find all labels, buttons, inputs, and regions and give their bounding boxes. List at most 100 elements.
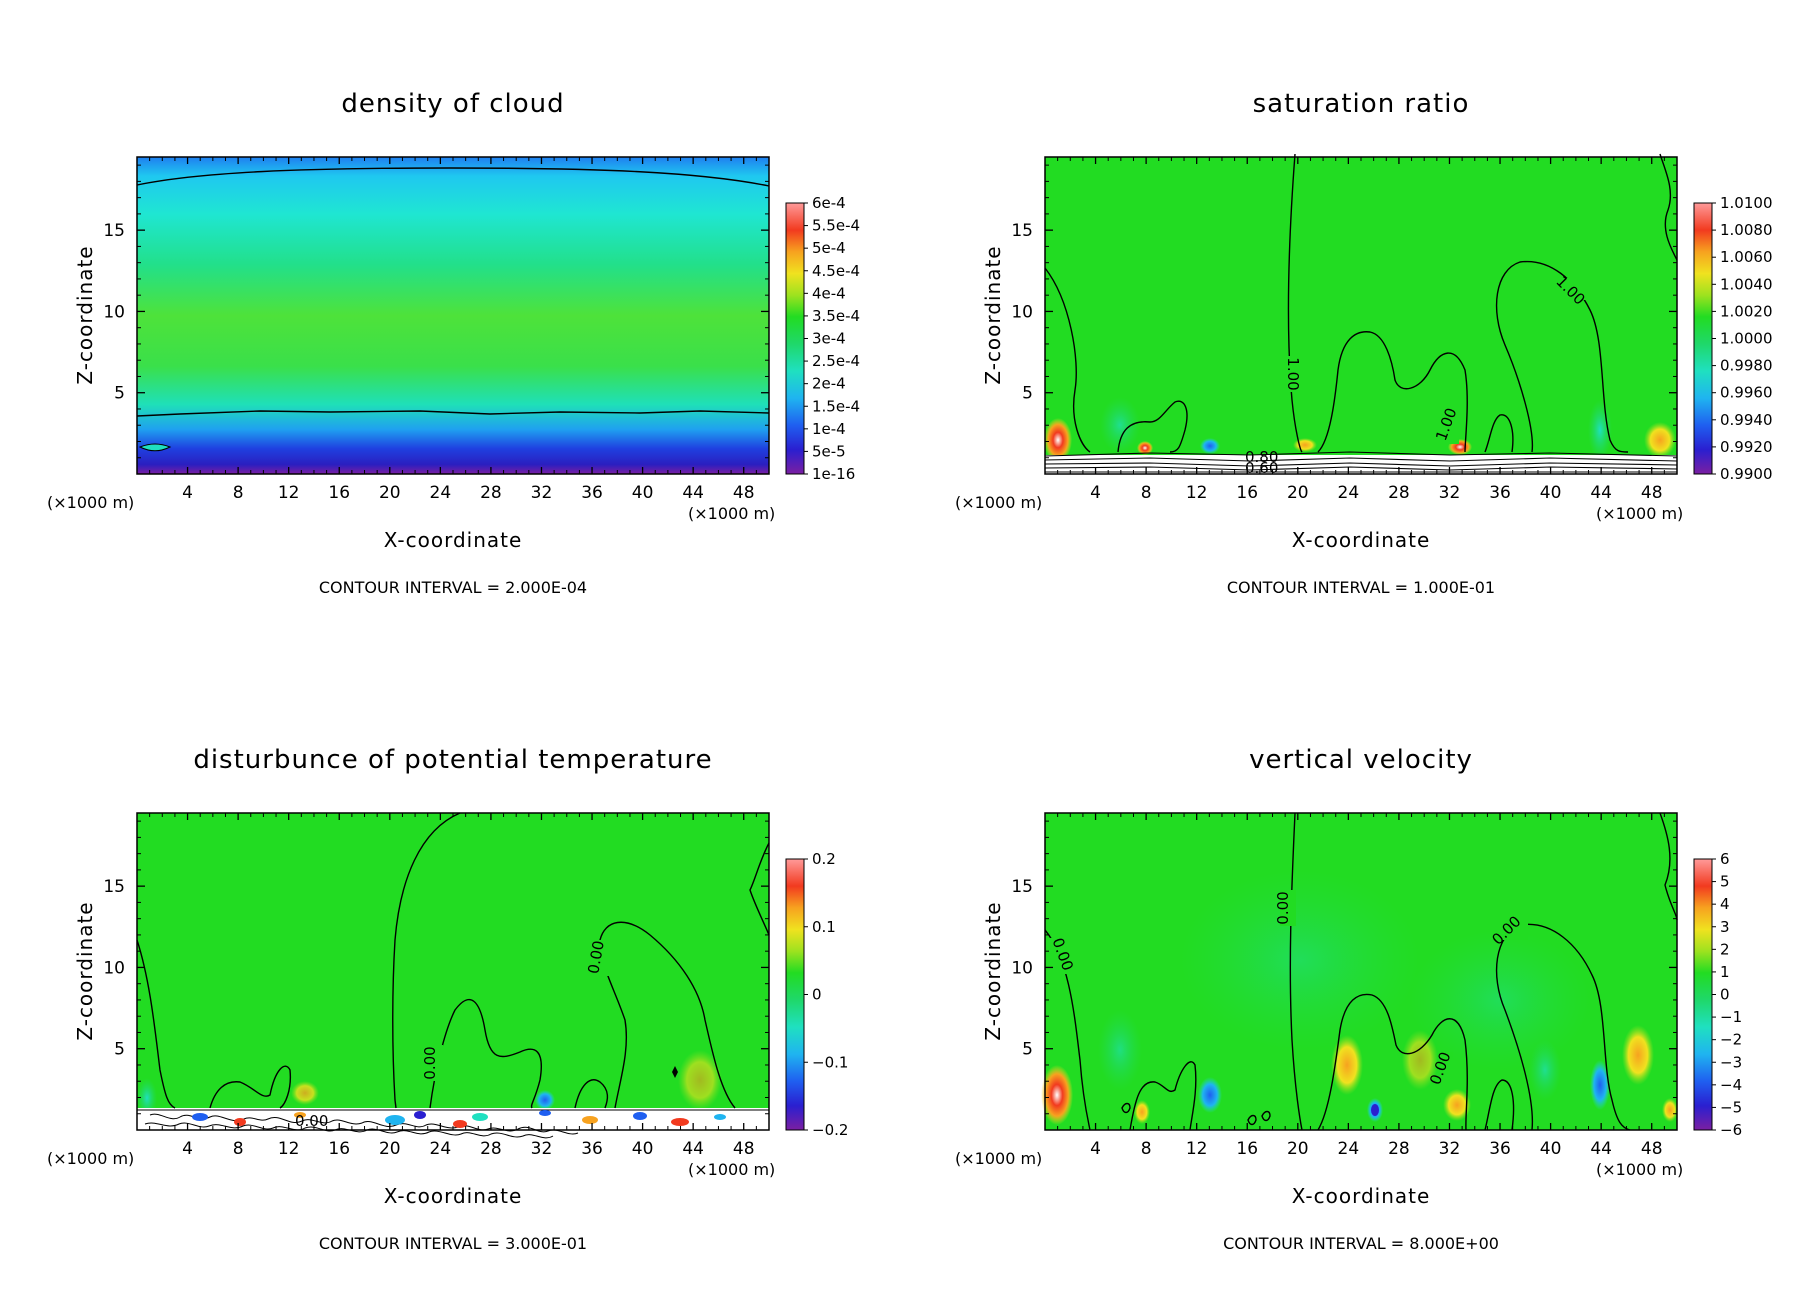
colorbar-label: 5e-5 [812,442,846,460]
panel-4-colorbar: 6 5 4 3 2 1 0 −1 −2 −3 −4 −5 −6 [1693,850,1742,1139]
panel-2-x-unit-right: (×1000 m) [1596,504,1683,523]
x-tick-label: 16 [1236,1139,1258,1159]
panel-4-title: vertical velocity [1249,745,1473,775]
y-tick-label: 15 [103,877,125,897]
contour-label-bg [1443,408,1459,444]
x-tick-label: 20 [379,1139,401,1159]
colorbar-label: 1e-4 [812,420,846,438]
panel-1-y-ticks: 5 10 15 [103,164,769,459]
colorbar-label: 0.9900 [1720,465,1773,483]
x-tick-label: 20 [1287,1139,1309,1159]
colorbar-label: 0.9920 [1720,438,1773,456]
panel-2-x-ticks: 4 8 12 16 20 24 28 32 36 40 44 48 [1057,157,1665,503]
x-tick-label: 36 [1489,1139,1511,1159]
contour-label: 0.80 [1245,448,1278,466]
x-tick-label: 24 [430,483,452,503]
panel-1-x-ticks: 4 8 12 16 20 24 28 32 36 40 44 48 [149,157,757,503]
panel-potential-temperature: disturbunce of potential temperature [47,745,848,1253]
x-tick-label: 44 [1590,1139,1612,1159]
colorbar-label: 1.0040 [1720,275,1773,293]
panel-3-colorbar: 0.2 0.1 0 −0.1 −0.2 [785,850,848,1139]
colorbar-label: 0.2 [812,850,836,868]
contour-label: 1.00 [1284,357,1302,390]
contour-label-bg [1048,938,1068,974]
colorbar-label: 0 [812,986,822,1004]
panel-3-spot [678,1050,722,1110]
panel-4-x-ticks: 4 8 12 16 20 24 28 32 36 40 44 48 [1057,813,1665,1159]
x-tick-label: 16 [328,1139,350,1159]
colorbar-label: −2 [1720,1031,1742,1049]
panel-4-x-unit-right: (×1000 m) [1596,1160,1683,1179]
contour-label: 0.00 [584,939,608,975]
colorbar-ramp [785,858,805,1131]
colorbar-label: 0.9960 [1720,384,1773,402]
colorbar-label: 1.5e-4 [812,397,860,415]
panel-3-contours [136,812,770,1109]
colorbar-label: 2 [1720,940,1730,958]
x-tick-label: 16 [1236,483,1258,503]
colorbar-label: 0.9980 [1720,357,1773,375]
panel-4-contours [1044,812,1678,1131]
y-tick-label: 10 [1011,958,1033,978]
panel-4-y-label: Z-coordinate [981,901,1005,1040]
contour-label-bg [1492,918,1528,940]
y-tick-label: 10 [103,302,125,322]
colorbar-label: 1.0100 [1720,194,1773,212]
panel-2-field [1045,157,1677,474]
colorbar-label: −4 [1720,1076,1742,1094]
y-tick-label: 10 [1011,302,1033,322]
x-tick-label: 40 [1540,483,1562,503]
colorbar-label: −0.1 [812,1053,848,1071]
panel-2-spot [1137,441,1153,455]
colorbar-label: 4 [1720,895,1730,913]
panel-4-field-features [1041,870,1678,1125]
panel-1-x-unit-left: (×1000 m) [47,493,134,512]
colorbar-label: 2.5e-4 [812,352,860,370]
colorbar-label: 6e-4 [812,194,846,212]
panel-1-title: density of cloud [341,89,564,119]
x-tick-label: 32 [531,1139,553,1159]
contour-label-bg [592,940,610,976]
panel-density-of-cloud: density of cloud 4 8 12 16 20 24 28 32 36 40 44 48 … [47,89,860,597]
x-tick-label: 28 [1388,1139,1410,1159]
panel-vertical-velocity: vertical velocity [955,745,1742,1253]
colorbar-label: 1e-16 [812,465,855,483]
colorbar-label: 3 [1720,918,1730,936]
panel-2-y-label: Z-coordinate [981,245,1005,384]
x-tick-label: 44 [682,483,704,503]
panel-2-colorbar: 1.0100 1.0080 1.0060 1.0040 1.0020 1.0000 0.99… [1693,194,1773,483]
x-tick-label: 8 [1141,483,1152,503]
panel-3-y-label: Z-coordinate [73,901,97,1040]
x-tick-label: 32 [1439,1139,1461,1159]
panel-3-marker [672,1066,678,1078]
panel-2-contour-interval: CONTOUR INTERVAL = 1.000E-01 [1227,578,1495,597]
panel-2-contours [1044,153,1678,453]
x-tick-label: 36 [581,483,603,503]
colorbar-label: −0.2 [812,1121,848,1139]
panel-1-y-label: Z-coordinate [73,245,97,384]
colorbar-label: 3.5e-4 [812,307,860,325]
x-tick-label: 8 [233,1139,244,1159]
colorbar-ramp [1693,858,1713,1131]
x-tick-label: 24 [430,1139,452,1159]
x-tick-label: 40 [632,1139,654,1159]
x-tick-label: 24 [1338,1139,1360,1159]
panel-3-x-label: X-coordinate [384,1184,523,1208]
panel-3-bottom-color [192,1110,726,1128]
y-tick-label: 5 [114,384,125,404]
colorbar-label: 5.5e-4 [812,217,860,235]
x-tick-label: 8 [233,483,244,503]
panel-3-x-ticks: 4 8 12 16 20 24 28 32 36 40 44 48 [149,813,757,1159]
y-tick-label: 15 [1011,877,1033,897]
contour-label: 0.00 [295,1112,328,1130]
panel-2-title: saturation ratio [1253,89,1470,119]
contour-label-bg [1548,278,1586,300]
y-tick-label: 5 [114,1040,125,1060]
y-tick-label: 15 [103,221,125,241]
colorbar-label: 0.1 [812,918,836,936]
panel-2-bottom-contours [1044,451,1678,473]
panel-1-x-label: X-coordinate [384,528,523,552]
panel-2-x-unit-left: (×1000 m) [955,493,1042,512]
contour-label: 0.60 [1245,459,1278,477]
colorbar-label: 1.0060 [1720,248,1773,266]
